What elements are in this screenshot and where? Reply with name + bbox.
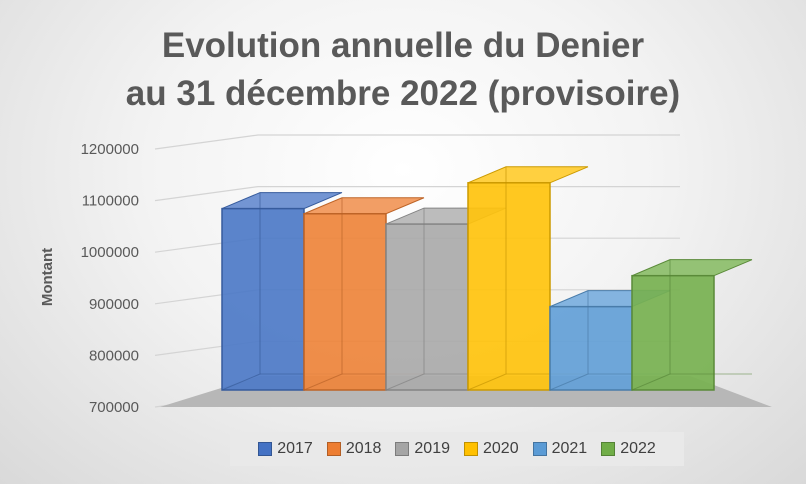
bar-front-face xyxy=(221,207,305,391)
legend-item-2019: 2019 xyxy=(395,440,450,458)
legend-swatch xyxy=(395,442,410,456)
y-tick-label: 1000000 xyxy=(81,244,139,261)
legend-item-2018: 2018 xyxy=(326,440,382,458)
legend-label: 2020 xyxy=(483,440,519,457)
chart-title: Evolution annuelle du Denier au 31 décem… xyxy=(0,22,806,118)
legend-item-2021: 2021 xyxy=(532,440,588,458)
legend-item-2020: 2020 xyxy=(464,440,519,458)
y-tick-label: 700000 xyxy=(89,399,139,416)
legend-label: 2022 xyxy=(620,440,656,457)
bar-2020 xyxy=(467,166,589,391)
legend-swatch xyxy=(601,442,616,456)
y-tick-label: 900000 xyxy=(89,296,139,313)
chart-title-line-1: Evolution annuelle du Denier xyxy=(161,26,645,65)
bars xyxy=(221,166,753,391)
legend-swatch xyxy=(258,442,273,456)
bar-top-face xyxy=(631,259,753,277)
legend-swatch xyxy=(464,442,478,456)
legend: 2017 2018 2019 2020 2021 2022 xyxy=(230,432,684,466)
legend-label: 2017 xyxy=(277,440,313,457)
legend-item-2017: 2017 xyxy=(258,440,313,458)
y-axis-title: Montant xyxy=(39,248,56,306)
bar-front-face xyxy=(549,305,633,391)
legend-swatch xyxy=(532,442,547,456)
bar-2017 xyxy=(221,192,343,391)
bar-top-face xyxy=(467,166,589,184)
bar-front-face xyxy=(303,213,387,391)
legend-swatch xyxy=(326,442,341,456)
gridline xyxy=(154,134,680,150)
chart-title-line-2: au 31 décembre 2022 (provisoire) xyxy=(125,74,681,113)
bar-front-face xyxy=(385,223,469,391)
y-tick-label: 1200000 xyxy=(81,141,139,158)
bar-front-face xyxy=(631,274,715,391)
bar-2022 xyxy=(631,259,753,391)
y-tick-label: 800000 xyxy=(89,347,139,364)
bar-front-face xyxy=(467,182,551,391)
legend-label: 2018 xyxy=(345,440,382,457)
legend-item-2022: 2022 xyxy=(601,440,656,458)
y-axis-ticks: 1200000 1100000 1000000 900000 800000 700000 xyxy=(81,141,139,416)
legend-label: 2019 xyxy=(414,440,450,457)
legend-label: 2021 xyxy=(551,440,588,457)
y-tick-label: 1100000 xyxy=(82,193,139,210)
